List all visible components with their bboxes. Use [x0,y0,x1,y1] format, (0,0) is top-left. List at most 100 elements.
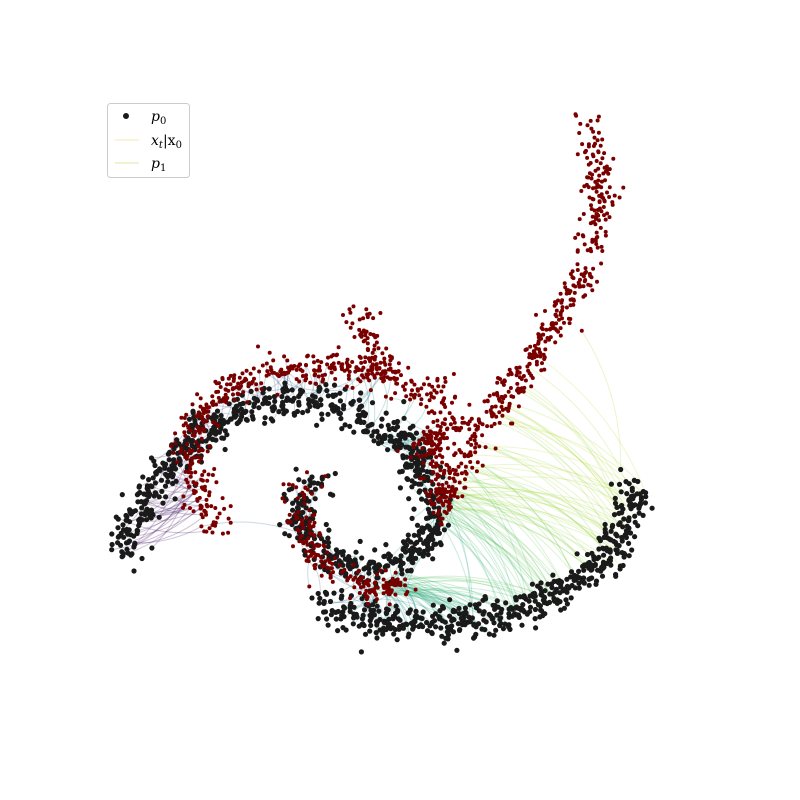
p1-point [242,379,247,383]
p0-point [310,393,316,399]
p1-point [188,461,193,465]
p0-point [586,582,592,588]
p1-point [351,304,356,309]
p1-point [427,494,432,498]
p1-point [460,416,465,420]
p0-point [602,521,608,528]
p0-point [558,584,564,590]
p0-point [132,542,138,548]
p0-point [340,625,346,631]
p0-point [355,412,361,418]
p0-point [576,585,582,591]
p1-point [301,525,306,530]
p1-point [601,196,606,200]
p1-point [575,152,580,157]
p0-point [316,384,322,390]
p0-point [150,512,156,518]
p1-point [188,474,193,479]
p1-point [575,248,580,253]
p1-point [530,356,535,361]
p1-point [333,556,338,561]
p0-point [317,595,323,602]
p1-point [621,185,626,190]
p0-point [593,578,600,584]
p0-point [306,401,312,407]
p0-point [564,601,571,607]
p0-point [600,545,606,551]
p1-point [191,488,196,493]
p1-point [210,473,215,477]
p1-point [191,480,196,485]
p1-point [351,577,356,582]
p0-point [363,565,369,571]
p1-point [582,242,587,247]
p1-point [297,539,302,544]
p1-point [452,479,457,484]
p1-point [291,544,295,549]
p1-point [265,369,270,374]
trajectory-line [470,461,617,545]
p0-point [276,409,282,415]
p1-point [222,506,227,511]
p0-point [556,578,562,584]
p0-point [284,397,290,403]
p0-point [420,623,426,630]
p1-point [329,566,334,571]
p1-point [460,494,465,499]
p1-point [596,178,601,183]
p0-point [244,417,250,423]
trajectory-line [390,591,484,615]
p1-point [225,382,229,387]
p0-point [404,454,410,460]
p0-point [113,514,119,520]
p0-point [366,570,372,576]
p0-point [369,400,376,406]
p0-point [386,426,392,432]
trajectory-line [451,488,575,576]
p1-point [195,497,200,502]
p0-point [380,631,386,637]
p0-point [576,568,582,575]
p0-point [142,512,148,518]
p1-point [500,407,505,412]
p1-point [319,360,324,365]
p1-point [348,325,353,330]
p1-point [462,454,467,459]
trajectory-line [161,479,204,490]
p1-point [305,542,310,547]
p0-point [626,540,632,547]
p0-point [121,534,127,540]
p0-point [617,520,623,526]
p1-point [586,175,591,180]
p0-point [123,512,129,519]
p1-point [553,340,558,345]
p1-point [596,114,601,119]
legend-traj-label: xt|x0 [151,133,182,151]
p0-point [289,387,295,393]
p1-point [540,361,544,366]
p1-point [556,298,560,303]
p1-point [359,360,364,365]
trajectory-line [367,378,392,432]
p0-point [150,475,156,481]
p1-point [441,502,446,507]
trajectory-line [454,490,593,570]
p1-point [490,405,495,409]
trajectory-line [145,492,195,505]
p1-point [434,455,439,459]
p0-point [411,623,417,630]
p1-point [437,453,442,458]
p1-point [393,570,398,575]
p1-point [231,392,235,397]
trajectory-line [360,586,460,615]
p1-point [603,233,608,238]
p0-point [374,575,380,581]
p1-point [320,373,325,378]
p0-point [579,578,586,584]
p1-point [437,431,441,436]
p1-point [562,281,567,286]
p1-point [307,584,312,589]
p1-point [380,351,385,356]
p0-point [270,418,276,424]
p0-point [603,534,609,540]
